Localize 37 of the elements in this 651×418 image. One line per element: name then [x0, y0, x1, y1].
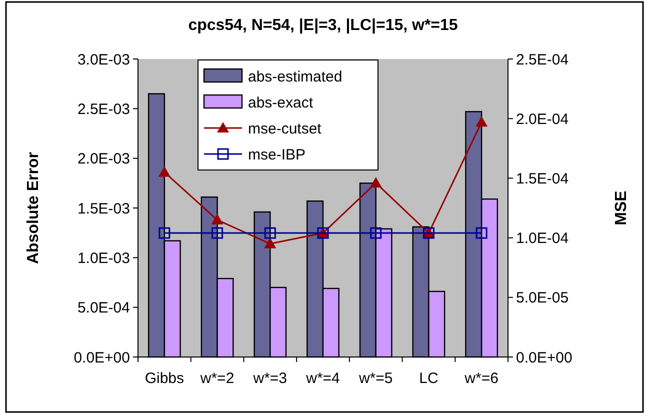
x-tick-label: w*=2 — [199, 370, 234, 387]
y-tick-label: 2.0E-03 — [77, 150, 130, 168]
y-tick-label: 5.0E-04 — [77, 300, 130, 317]
y-tick-label: 3.0E-03 — [77, 51, 130, 68]
point — [476, 116, 488, 127]
x-tick-label: w*=4 — [305, 370, 340, 387]
x-tick-label: w*=3 — [252, 370, 288, 387]
legend-label: mse-cutset — [248, 120, 322, 138]
y2-axis-title: MSE — [613, 190, 630, 226]
legend-label: abs-estimated — [248, 68, 342, 86]
x-tick-label: LC — [419, 370, 438, 387]
x-tick-label: w*=5 — [358, 370, 393, 387]
y2-tick-label: 2.5E-04 — [516, 51, 569, 68]
y-tick-label: 2.5E-03 — [77, 100, 130, 118]
point — [158, 227, 170, 239]
y-tick-label: 1.5E-03 — [77, 200, 130, 218]
y-tick-label: 0.0E+00 — [74, 349, 130, 366]
y2-tick-label: 0.0E+00 — [516, 349, 572, 366]
point — [264, 238, 276, 248]
legend-label: mse-IBP — [248, 146, 306, 164]
x-tick-label: Gibbs — [144, 370, 184, 387]
x-tick-label: w*=6 — [464, 370, 498, 387]
point — [211, 214, 224, 224]
y-axis-title: Absolute Error — [25, 152, 42, 264]
y2-tick-label: 1.0E-04 — [516, 230, 569, 248]
point — [212, 227, 224, 239]
chart-title: cpcs54, N=54, |E|=3, |LC|=15, w*=15 — [188, 17, 458, 34]
point — [370, 176, 382, 188]
point — [476, 227, 488, 239]
point — [264, 227, 276, 239]
point — [370, 227, 382, 239]
y-tick-label: 1.0E-03 — [77, 250, 130, 267]
y2-tick-label: 1.5E-04 — [516, 170, 569, 188]
y2-tick-label: 5.0E-05 — [516, 290, 569, 307]
point — [158, 166, 170, 177]
legend-label: abs-exact — [248, 94, 314, 112]
y2-tick-label: 2.0E-04 — [516, 110, 569, 128]
